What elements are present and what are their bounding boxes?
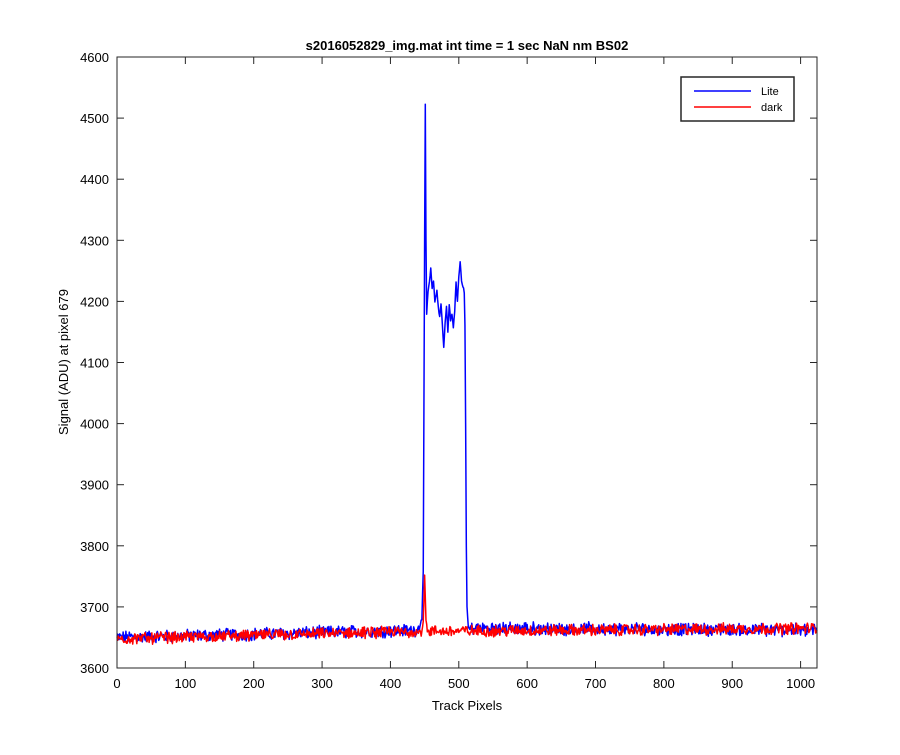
y-tick-label: 4600 — [80, 50, 109, 65]
x-tick-label: 800 — [653, 676, 675, 691]
y-tick-label: 4500 — [80, 111, 109, 126]
x-axis-label: Track Pixels — [432, 698, 503, 713]
y-tick-label: 4000 — [80, 417, 109, 432]
chart-title: s2016052829_img.mat int time = 1 sec NaN… — [306, 38, 629, 53]
legend-box — [680, 76, 795, 122]
series-layer — [116, 103, 818, 645]
legend-label-lite: Lite — [761, 86, 779, 98]
axes-layer: 0 100 200 300 400 500 600 700 800 900 1000 3600 3700… — [80, 50, 818, 691]
y-tick-label: 3800 — [80, 539, 109, 554]
x-tick-label: 500 — [448, 676, 470, 691]
y-axis-label: Signal (ADU) at pixel 679 — [56, 289, 71, 435]
legend: Lite dark — [680, 76, 795, 122]
x-tick-label: 400 — [380, 676, 402, 691]
series-line-dark — [116, 574, 818, 645]
y-tick-label: 4400 — [80, 172, 109, 187]
x-tick-label: 600 — [516, 676, 538, 691]
y-tick-label: 4100 — [80, 356, 109, 371]
x-tick-label: 700 — [585, 676, 607, 691]
y-tick-label: 4300 — [80, 233, 109, 248]
x-tick-label: 300 — [311, 676, 333, 691]
x-tick-label: 900 — [721, 676, 743, 691]
x-tick-label: 0 — [113, 676, 120, 691]
y-tick-label: 4200 — [80, 294, 109, 309]
y-tick-label: 3700 — [80, 600, 109, 615]
y-tick-label: 3900 — [80, 478, 109, 493]
x-tick-label: 1000 — [786, 676, 815, 691]
x-tick-label: 200 — [243, 676, 265, 691]
y-tick-label: 3600 — [80, 661, 109, 676]
legend-label-dark: dark — [761, 102, 783, 114]
x-tick-label: 100 — [175, 676, 197, 691]
